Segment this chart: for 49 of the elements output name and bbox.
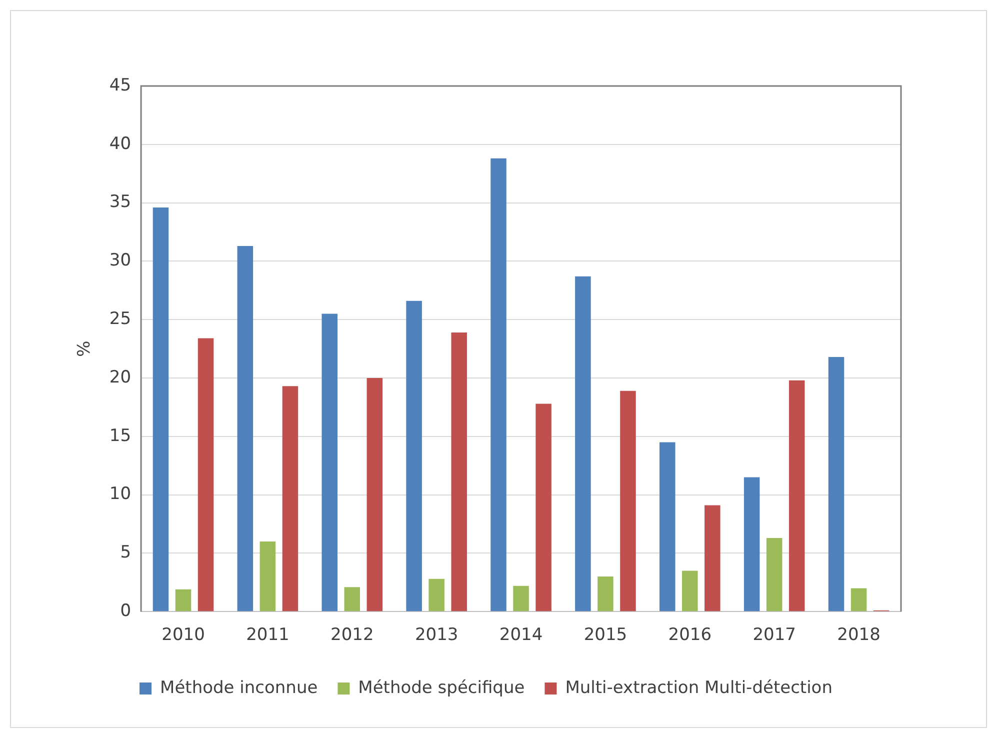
bar: [237, 246, 254, 612]
x-tick-label: 2011: [246, 625, 290, 646]
x-tick-label: 2017: [752, 625, 796, 646]
legend-label: Multi-extraction Multi-détection: [565, 678, 832, 698]
y-tick-label: 40: [109, 134, 132, 154]
bar: [451, 332, 467, 612]
x-tick-label: 2012: [330, 625, 374, 646]
bar: [828, 356, 844, 612]
x-tick-label: 2010: [162, 625, 205, 646]
y-tick-label: 45: [109, 75, 132, 96]
bar: [366, 378, 383, 612]
bar: [282, 386, 298, 612]
bar: [490, 158, 506, 612]
bar: [322, 314, 338, 612]
bar: [788, 380, 805, 612]
bar: [598, 576, 614, 612]
bar: [620, 390, 636, 612]
bar: [575, 276, 591, 612]
bar: [260, 542, 276, 612]
x-tick-label: 2018: [837, 625, 880, 646]
y-tick-label: 25: [109, 309, 132, 330]
legend-label: Méthode inconnue: [160, 678, 318, 698]
bar: [682, 570, 698, 612]
x-tick-label: 2013: [414, 625, 458, 646]
x-tick-label: 2014: [499, 625, 543, 646]
x-tick-label: 2015: [584, 625, 628, 646]
y-tick-label: 30: [109, 250, 132, 271]
y-tick-label: 35: [109, 192, 132, 212]
legend-label: Méthode spécifique: [358, 678, 525, 698]
bar: [513, 586, 529, 612]
bar: [766, 538, 782, 612]
bar: [406, 300, 422, 612]
y-tick-label: 20: [109, 367, 132, 388]
bar: [198, 338, 214, 612]
bar: [344, 587, 360, 612]
x-tick-label: 2016: [668, 625, 712, 646]
y-axis-title: %: [74, 340, 95, 357]
bar: [428, 578, 444, 612]
bar: [850, 588, 867, 612]
bar: [744, 477, 760, 612]
y-tick-label: 10: [109, 484, 132, 504]
bar: [704, 505, 720, 612]
y-tick-label: 5: [120, 542, 132, 563]
y-tick-label: 0: [120, 601, 132, 622]
bar: [175, 589, 192, 612]
bar: [536, 404, 552, 612]
bar: [152, 207, 169, 612]
bar: [660, 442, 676, 612]
y-tick-label: 15: [109, 426, 132, 446]
